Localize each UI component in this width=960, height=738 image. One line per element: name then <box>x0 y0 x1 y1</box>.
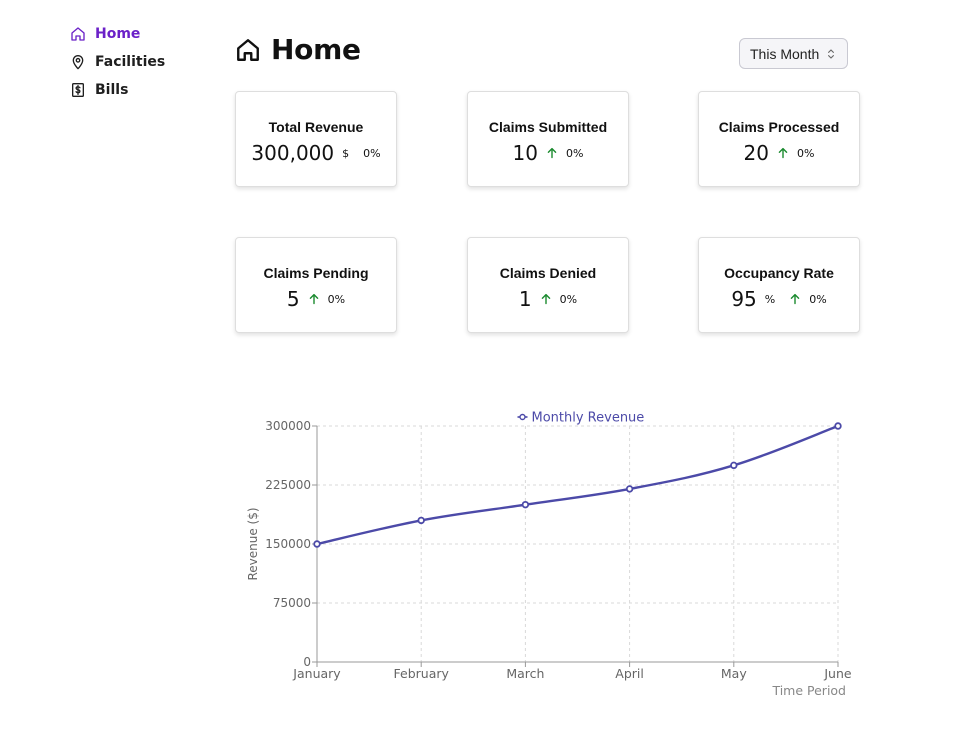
home-icon <box>235 37 261 63</box>
map-pin-icon <box>70 54 86 70</box>
sidebar-item-bills[interactable]: Bills <box>70 76 210 104</box>
stat-card-title: Total Revenue <box>268 119 364 135</box>
stat-card-title: Claims Submitted <box>488 119 608 135</box>
stat-card-value: 95 <box>731 287 757 311</box>
stat-card-unit: % <box>764 292 776 306</box>
stat-card-value: 20 <box>743 141 769 165</box>
y-tick-label: 150000 <box>265 537 311 551</box>
arrow-up-icon <box>546 147 558 159</box>
stat-card-title: Claims Processed <box>718 119 840 135</box>
x-tick-label: February <box>394 666 450 681</box>
sidebar-item-label: Facilities <box>95 54 166 70</box>
page-header: Home <box>235 33 361 66</box>
sidebar-item-facilities[interactable]: Facilities <box>70 48 210 76</box>
data-point <box>625 485 634 493</box>
stat-card: Total Revenue 300,000 $0% <box>235 91 397 187</box>
data-point <box>730 461 738 470</box>
y-tick-label: 0 <box>303 655 311 669</box>
stat-card-title: Claims Pending <box>263 265 369 281</box>
data-point <box>521 500 530 509</box>
data-point <box>834 422 842 430</box>
revenue-chart: 0 75000 150000 225000 300000 January February M… <box>246 411 852 699</box>
y-tick-label: 225000 <box>265 478 311 492</box>
stat-card-body: 1 0% <box>468 287 628 311</box>
y-axis-label: Revenue ($) <box>246 507 260 580</box>
y-tick-label: 75000 <box>273 596 311 610</box>
arrow-up-icon <box>540 293 552 305</box>
arrow-up-icon <box>777 147 789 159</box>
arrow-up-icon <box>308 293 320 305</box>
sidebar-item-label: Bills <box>95 82 129 98</box>
stat-card-change: 0% <box>363 146 381 160</box>
stat-card-unit: $ <box>342 146 350 160</box>
x-tick-label: January <box>292 666 341 681</box>
stat-card-body: 5 0% <box>236 287 396 311</box>
data-point <box>313 540 321 548</box>
stat-card-body: 95% 0% <box>699 287 859 311</box>
arrow-up-icon <box>789 293 801 305</box>
x-tick-label: June <box>823 666 852 681</box>
stat-card: Claims Denied 1 0% <box>467 237 629 333</box>
stat-card: Claims Processed 20 0% <box>698 91 860 187</box>
stat-card-value: 5 <box>286 287 300 311</box>
sidebar-item-label: Home <box>95 26 141 42</box>
stat-card-change: 0% <box>327 292 346 306</box>
x-axis-label: Time Period <box>771 683 846 698</box>
chevron-up-down-icon <box>827 48 835 60</box>
sidebar-item-home[interactable]: Home <box>70 20 210 48</box>
stat-card-value: 10 <box>512 141 538 165</box>
stat-card-change: 0% <box>559 292 578 306</box>
y-tick-label: 300000 <box>265 419 311 433</box>
stat-card-title: Claims Denied <box>499 265 597 281</box>
data-point <box>417 516 425 525</box>
home-icon <box>70 26 86 42</box>
stat-card: Claims Submitted 10 0% <box>467 91 629 187</box>
stat-card-change: 0% <box>809 292 827 306</box>
stat-card-change: 0% <box>797 146 815 160</box>
stat-card-body: 10 0% <box>468 141 628 165</box>
x-tick-label: March <box>506 666 544 681</box>
page-title: Home <box>271 33 361 66</box>
stat-card-change: 0% <box>566 146 584 160</box>
stat-card: Occupancy Rate 95% 0% <box>698 237 860 333</box>
stat-card-body: 20 0% <box>699 141 859 165</box>
x-tick-label: April <box>615 666 644 681</box>
stat-card-value: 300,000 <box>251 141 335 165</box>
period-select-value: This Month <box>750 45 820 62</box>
legend-swatch-point <box>519 413 526 421</box>
sidebar: Home Facilities Bills <box>70 20 210 104</box>
legend-label: Monthly Revenue <box>532 411 645 426</box>
stat-card-value: 1 <box>518 287 532 311</box>
period-select[interactable]: This Month <box>739 38 848 69</box>
stat-card: Claims Pending 5 0% <box>235 237 397 333</box>
dollar-bill-icon <box>70 82 86 98</box>
x-tick-label: May <box>721 666 747 681</box>
stat-card-title: Occupancy Rate <box>724 265 834 281</box>
series-line <box>316 424 839 546</box>
stat-card-body: 300,000 $0% <box>236 141 396 165</box>
